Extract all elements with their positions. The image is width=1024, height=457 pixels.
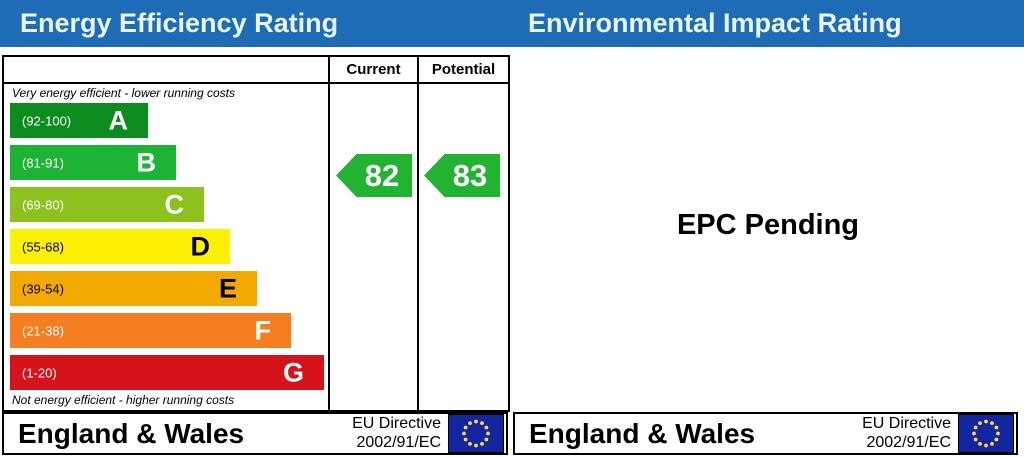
bottom-caption: Not energy efficient - higher running co… [12,393,235,407]
band-letter: B [136,147,157,177]
header-bar: Energy Efficiency Rating Environmental I… [0,0,1024,47]
band-A: (92-100) A [10,103,148,138]
footer-right: England & Wales EU Directive 2002/91/EC [513,412,1018,455]
band-letter: E [218,273,237,303]
band-letter: F [254,315,272,345]
band-F: (21-38) F [10,313,291,348]
current-column-header: Current [346,61,401,78]
band-range: (1-20) [22,365,57,380]
band-E: (39-54) E [10,271,257,306]
eu-directive-label: EU Directive 2002/91/EC [862,415,951,451]
column-divider-potential [417,57,419,410]
potential-rating-value: 83 [452,157,488,193]
environmental-impact-title: Environmental Impact Rating [528,8,902,38]
region-label: England & Wales [18,417,245,449]
band-letter: D [190,231,211,261]
column-divider-current [328,57,330,410]
energy-rating-chart: Current Potential Very energy efficient … [2,55,510,412]
band-range: (39-54) [22,281,64,296]
region-label: England & Wales [529,417,756,449]
epc-pending-text: EPC Pending [676,209,860,241]
band-range: (92-100) [22,113,72,128]
potential-column-header: Potential [431,61,496,78]
top-caption: Very energy efficient - lower running co… [12,86,235,100]
band-range: (55-68) [22,239,64,254]
band-letter: C [164,189,185,219]
energy-efficiency-title: Energy Efficiency Rating [20,8,339,38]
eu-flag-icon [448,414,504,453]
current-rating-value: 82 [364,157,400,193]
band-letter: A [108,105,129,135]
band-G: (1-20) G [10,355,324,390]
band-letter: G [282,357,304,387]
header-row-divider [4,82,508,84]
footer-left: England & Wales EU Directive 2002/91/EC [2,412,508,455]
band-D: (55-68) D [10,229,230,264]
band-B: (81-91) B [10,145,176,180]
band-C: (69-80) C [10,187,204,222]
bands-container: (92-100) A (81-91) B (69-80) C (55-68) D (39-54)… [4,57,508,410]
band-range: (81-91) [22,155,64,170]
band-range: (21-38) [22,323,64,338]
eu-flag-icon [958,414,1014,453]
eu-directive-label: EU Directive 2002/91/EC [352,415,441,451]
band-range: (69-80) [22,197,64,212]
